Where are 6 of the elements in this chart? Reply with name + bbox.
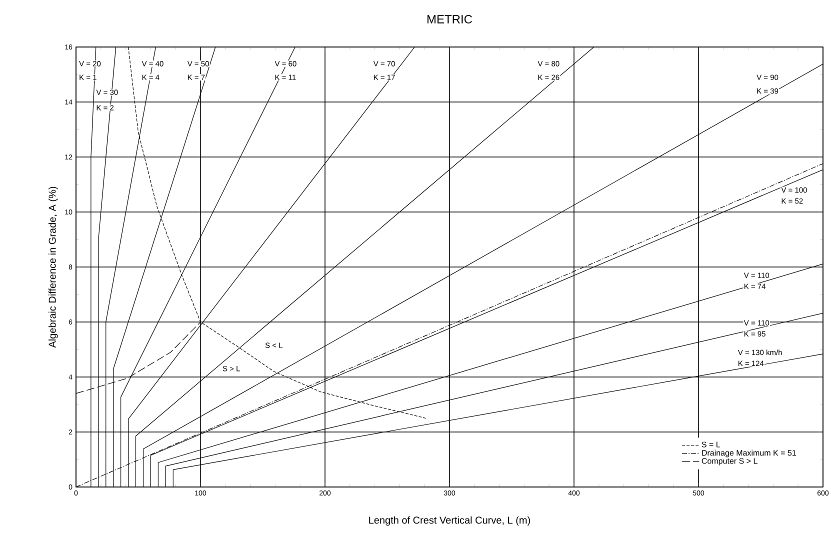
legend-label: S = L: [702, 442, 720, 448]
x-axis-title: Length of Crest Vertical Curve, L (m): [369, 516, 530, 526]
legend-label: Computer S > L: [702, 458, 758, 466]
legend-label: Drainage Maximum K = 51: [702, 450, 796, 458]
y-axis-title: Algebraic Difference in Grade, A (%): [48, 186, 58, 348]
chart-title: METRIC: [427, 14, 472, 24]
